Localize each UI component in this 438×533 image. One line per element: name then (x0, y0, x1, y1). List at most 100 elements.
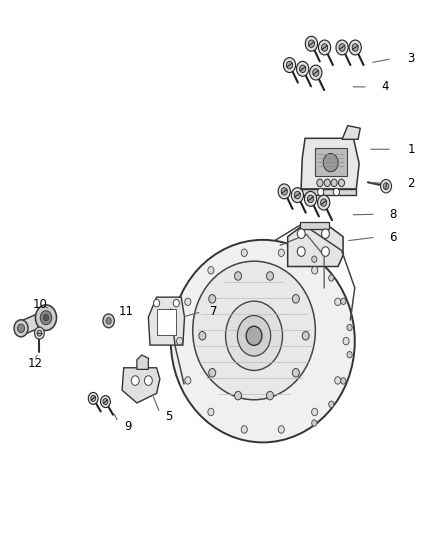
Circle shape (304, 191, 317, 206)
Circle shape (286, 61, 293, 69)
Polygon shape (288, 227, 343, 266)
Circle shape (173, 300, 180, 307)
Circle shape (307, 195, 314, 203)
Circle shape (310, 65, 322, 80)
Circle shape (185, 377, 191, 384)
Text: 3: 3 (407, 52, 415, 65)
Circle shape (381, 180, 392, 193)
Circle shape (292, 368, 299, 377)
Text: 8: 8 (389, 208, 396, 221)
Circle shape (209, 295, 216, 303)
Circle shape (302, 332, 309, 340)
Circle shape (349, 40, 361, 55)
Circle shape (106, 318, 111, 324)
Circle shape (383, 183, 389, 190)
Circle shape (237, 316, 271, 356)
Polygon shape (300, 222, 329, 229)
Circle shape (297, 247, 305, 256)
Circle shape (131, 376, 139, 385)
Circle shape (321, 229, 329, 238)
Circle shape (297, 229, 305, 238)
Circle shape (311, 266, 318, 274)
Circle shape (235, 391, 242, 400)
Text: 6: 6 (389, 231, 396, 244)
Circle shape (241, 426, 247, 433)
Ellipse shape (193, 261, 315, 400)
Circle shape (40, 311, 52, 325)
Circle shape (226, 301, 283, 370)
Circle shape (312, 256, 317, 262)
Circle shape (281, 188, 287, 195)
Circle shape (321, 199, 327, 206)
Circle shape (335, 298, 341, 305)
Circle shape (321, 44, 328, 51)
Polygon shape (137, 355, 148, 369)
Polygon shape (122, 368, 160, 403)
Circle shape (352, 44, 358, 51)
Circle shape (317, 179, 323, 187)
Polygon shape (21, 310, 46, 336)
Circle shape (208, 266, 214, 274)
Circle shape (278, 184, 290, 199)
Circle shape (208, 408, 214, 416)
Circle shape (343, 337, 349, 345)
Circle shape (177, 337, 183, 345)
Polygon shape (315, 149, 346, 176)
Circle shape (246, 326, 262, 345)
Circle shape (145, 376, 152, 385)
Circle shape (313, 69, 319, 76)
Circle shape (347, 324, 352, 330)
Circle shape (185, 298, 191, 305)
Circle shape (300, 65, 306, 72)
Circle shape (241, 249, 247, 256)
Circle shape (323, 154, 338, 172)
Polygon shape (342, 126, 360, 139)
Text: 10: 10 (33, 298, 48, 311)
Circle shape (101, 395, 110, 408)
Circle shape (312, 420, 317, 426)
Text: 11: 11 (118, 305, 133, 318)
Circle shape (308, 40, 314, 47)
Circle shape (18, 324, 25, 333)
Circle shape (333, 188, 339, 196)
Circle shape (328, 401, 334, 407)
Circle shape (347, 352, 352, 358)
Circle shape (297, 61, 309, 76)
Circle shape (311, 408, 318, 416)
Circle shape (43, 314, 49, 321)
Circle shape (321, 247, 329, 256)
Circle shape (35, 305, 57, 330)
Circle shape (339, 179, 345, 187)
Polygon shape (148, 297, 184, 345)
Circle shape (291, 188, 304, 203)
Circle shape (91, 395, 95, 401)
Circle shape (292, 295, 299, 303)
Polygon shape (156, 309, 176, 335)
Text: 5: 5 (166, 410, 173, 423)
Circle shape (305, 36, 318, 51)
Circle shape (199, 332, 206, 340)
Circle shape (335, 377, 341, 384)
Polygon shape (301, 189, 356, 195)
Ellipse shape (171, 240, 355, 442)
Circle shape (341, 378, 346, 384)
Circle shape (318, 195, 330, 210)
Circle shape (235, 272, 242, 280)
Text: 2: 2 (407, 177, 415, 190)
Text: 12: 12 (28, 357, 42, 370)
Text: 1: 1 (407, 143, 415, 156)
Circle shape (336, 40, 348, 55)
Circle shape (266, 272, 273, 280)
Circle shape (324, 179, 330, 187)
Circle shape (209, 368, 216, 377)
Circle shape (331, 179, 337, 187)
Circle shape (318, 188, 324, 196)
Circle shape (103, 314, 114, 328)
Text: 4: 4 (381, 80, 389, 93)
Circle shape (283, 58, 296, 72)
Polygon shape (301, 139, 359, 189)
Circle shape (35, 327, 44, 339)
Circle shape (266, 391, 273, 400)
Circle shape (103, 399, 108, 405)
Circle shape (278, 426, 284, 433)
